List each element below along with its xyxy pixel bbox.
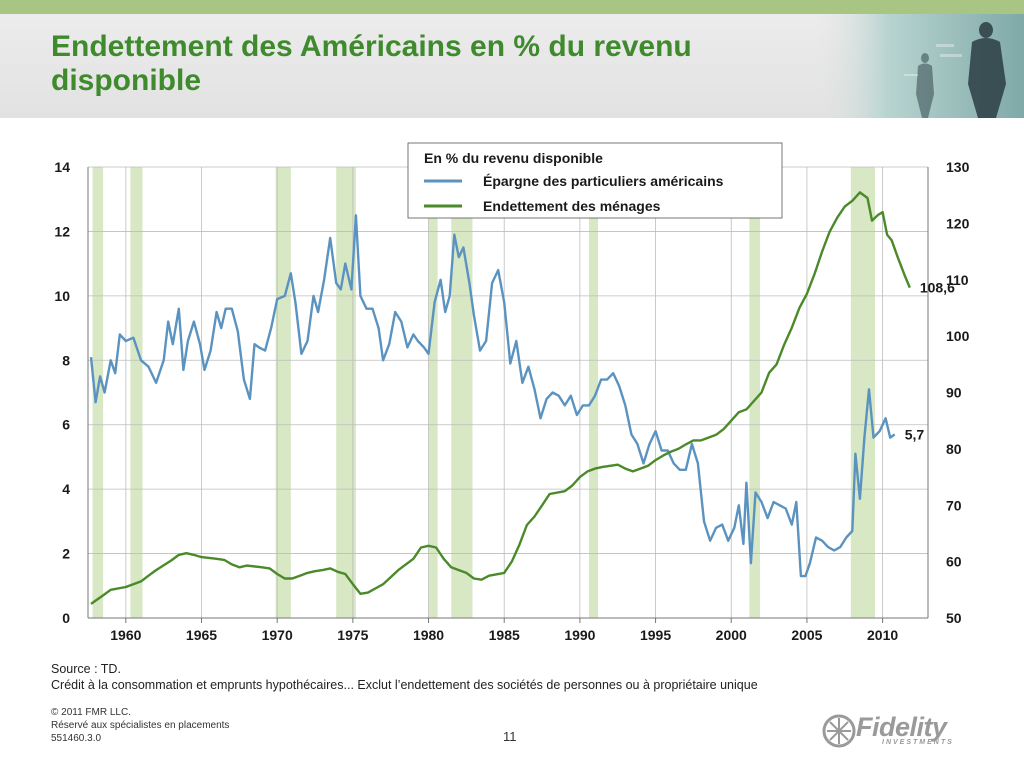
logo-subtext: INVESTMENTS bbox=[882, 739, 954, 746]
y-left-tick-label: 12 bbox=[54, 223, 70, 239]
x-tick-label: 2010 bbox=[867, 627, 898, 643]
x-tick-label: 1960 bbox=[110, 627, 141, 643]
y-left-tick-label: 4 bbox=[62, 481, 70, 497]
page-number: 11 bbox=[503, 729, 517, 744]
x-tick-label: 2000 bbox=[716, 627, 747, 643]
y-left-tick-label: 0 bbox=[62, 610, 70, 626]
y-left-tick-label: 2 bbox=[62, 546, 70, 562]
end-label-savings: 5,7 bbox=[905, 426, 925, 442]
x-tick-label: 1980 bbox=[413, 627, 444, 643]
recession-band bbox=[749, 167, 760, 618]
y-left-tick-label: 10 bbox=[54, 288, 70, 304]
legend: En % du revenu disponible Épargne des pa… bbox=[407, 142, 783, 219]
y-right-tick-label: 110 bbox=[946, 272, 969, 288]
y-left-tick-label: 6 bbox=[62, 417, 70, 433]
series-line-savings bbox=[89, 214, 896, 578]
x-tick-label: 1995 bbox=[640, 627, 671, 643]
top-stripe bbox=[0, 0, 1024, 14]
fidelity-logo: Fidelity INVESTMENTS bbox=[822, 712, 974, 748]
x-tick-label: 1965 bbox=[186, 627, 217, 643]
source-line-1: Source : TD. bbox=[51, 662, 121, 676]
source-note: Source : TD. Crédit à la consommation et… bbox=[51, 661, 758, 693]
x-tick-label: 1975 bbox=[337, 627, 368, 643]
x-tick-label: 1970 bbox=[262, 627, 293, 643]
y-right-tick-label: 130 bbox=[946, 159, 970, 175]
grid bbox=[88, 166, 928, 619]
y-right-tick-label: 80 bbox=[946, 441, 962, 457]
x-tick-label: 1990 bbox=[564, 627, 595, 643]
recession-band bbox=[451, 167, 473, 618]
legend-label-savings: Épargne des particuliers américains bbox=[483, 173, 724, 189]
series-line-debt bbox=[90, 191, 911, 605]
logo-mark-icon bbox=[822, 714, 856, 748]
axes: 0 2 4 6 8 10 12 14 50 60 70 80 90 100 110 120 130 1960 196… bbox=[54, 159, 969, 643]
y-right-tick-label: 50 bbox=[946, 610, 962, 626]
recession-band bbox=[850, 167, 876, 618]
y-right-tick-label: 100 bbox=[946, 328, 970, 344]
y-left-tick-label: 14 bbox=[54, 159, 70, 175]
recession-bands bbox=[92, 167, 876, 618]
y-right-tick-label: 120 bbox=[946, 215, 970, 231]
x-tick-label: 1985 bbox=[489, 627, 520, 643]
slide-title: Endettement des Américains en % du reven… bbox=[51, 30, 692, 97]
y-left-tick-label: 8 bbox=[62, 352, 70, 368]
recession-band bbox=[588, 167, 599, 618]
source-line-2: Crédit à la consommation et emprunts hyp… bbox=[51, 678, 758, 692]
y-right-tick-label: 60 bbox=[946, 554, 962, 570]
legend-label-debt: Endettement des ménages bbox=[483, 198, 661, 214]
end-label-debt: 108,6 bbox=[920, 280, 955, 296]
x-tick-label: 2005 bbox=[791, 627, 822, 643]
recession-band bbox=[428, 167, 438, 618]
legal-line-1: © 2011 FMR LLC. bbox=[51, 707, 131, 718]
y-right-tick-label: 90 bbox=[946, 385, 962, 401]
y-right-tick-label: 70 bbox=[946, 497, 962, 513]
legend-box bbox=[407, 142, 783, 219]
legal-note: © 2011 FMR LLC. Réservé aux spécialistes… bbox=[51, 706, 229, 745]
series-lines bbox=[89, 191, 911, 605]
legal-line-2: Réservé aux spécialistes en placements bbox=[51, 720, 230, 731]
logo-text: Fidelity bbox=[856, 712, 947, 742]
legend-title: En % du revenu disponible bbox=[424, 150, 603, 166]
chart: 0 2 4 6 8 10 12 14 50 60 70 80 90 100 110 120 130 1960 196… bbox=[54, 142, 970, 643]
legal-line-3: 551460.3.0 bbox=[51, 733, 102, 744]
recession-band bbox=[130, 167, 143, 618]
header-photo bbox=[814, 14, 1024, 118]
end-labels: 5,7 108,6 bbox=[905, 280, 955, 443]
recession-band bbox=[275, 167, 291, 618]
